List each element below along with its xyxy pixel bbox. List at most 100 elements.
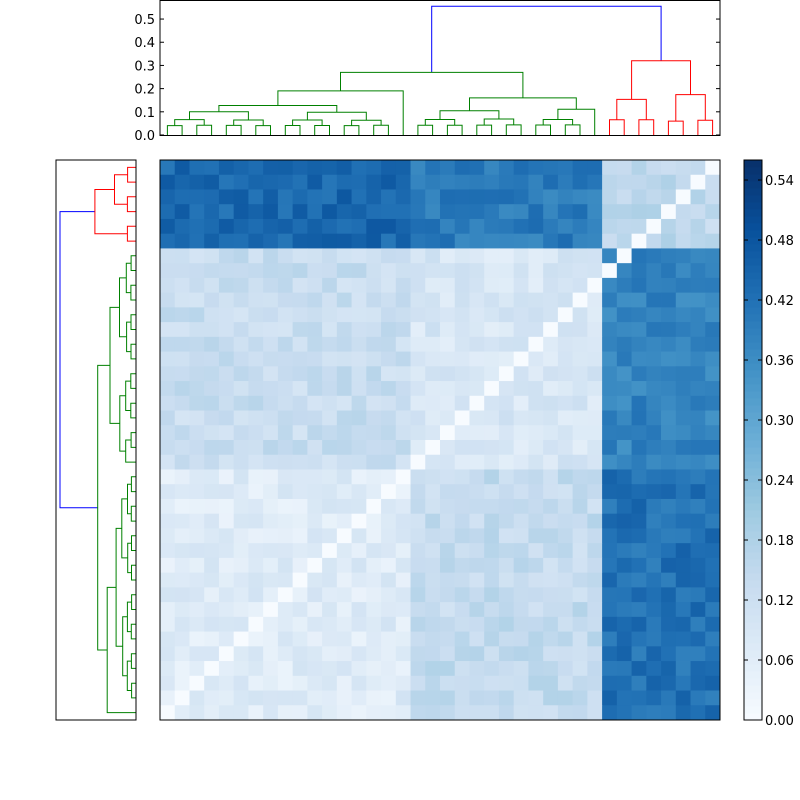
heatmap-cell [351, 602, 367, 618]
heatmap-cell [189, 631, 205, 647]
heatmap-cell [543, 469, 559, 485]
heatmap-cell [543, 498, 559, 515]
heatmap-cell [631, 587, 647, 603]
dendrogram-link [609, 119, 625, 135]
heatmap-cell [705, 307, 721, 323]
colorbar-segment [744, 349, 762, 357]
heatmap-cell [587, 381, 603, 397]
heatmap-cell [602, 454, 618, 470]
heatmap-cell [425, 174, 441, 190]
colorbar-segment [744, 636, 762, 644]
heatmap-cell [469, 557, 485, 574]
heatmap-cell [366, 646, 382, 662]
colorbar-segment [744, 615, 762, 623]
heatmap-cell [484, 454, 500, 470]
heatmap-cell [513, 292, 529, 308]
heatmap-cell [454, 174, 470, 190]
heatmap-cell [587, 557, 603, 574]
heatmap-cell [174, 661, 190, 677]
top-dendrogram-y-axis: 0.00.10.20.30.40.5 [134, 13, 720, 144]
heatmap-cell [277, 631, 294, 647]
heatmap-cell [557, 322, 574, 338]
heatmap-cell [690, 160, 706, 176]
heatmap-cell [705, 425, 721, 441]
heatmap-cell [616, 454, 632, 470]
heatmap-cell [366, 616, 382, 632]
heatmap-cell [484, 277, 500, 294]
heatmap-cell [395, 189, 411, 205]
heatmap-cell [616, 690, 632, 706]
dendrogram-link [306, 111, 367, 121]
heatmap-cell [351, 675, 367, 691]
colorbar-segment [744, 314, 762, 322]
heatmap-cell [248, 498, 264, 515]
heatmap-cell [174, 616, 190, 632]
heatmap-cell [616, 484, 632, 500]
heatmap-cell [381, 705, 397, 721]
heatmap-cell [366, 484, 382, 500]
heatmap-cell [189, 351, 205, 367]
heatmap-cell [690, 454, 706, 470]
heatmap-cell [395, 395, 411, 411]
heatmap-cell [425, 646, 441, 662]
heatmap-cell [469, 616, 485, 632]
heatmap-cell [440, 484, 456, 500]
heatmap-cell [366, 174, 382, 190]
heatmap-cell [602, 410, 618, 426]
heatmap-cell [469, 174, 485, 190]
heatmap-cell [277, 616, 294, 632]
heatmap-cell [174, 395, 190, 411]
heatmap-cell [557, 513, 574, 529]
heatmap-cell [616, 292, 632, 308]
heatmap-cell [440, 543, 456, 559]
heatmap-cell [528, 440, 544, 456]
heatmap-cell [587, 543, 603, 559]
heatmap-cell [528, 454, 544, 470]
heatmap-cell [454, 602, 470, 618]
heatmap-cell [661, 557, 677, 574]
heatmap-cell [572, 160, 588, 176]
heatmap-cell [233, 440, 249, 456]
colorbar-segment [744, 664, 762, 672]
heatmap-cell [602, 602, 618, 618]
heatmap-cell [631, 454, 647, 470]
heatmap-cell [528, 675, 544, 691]
heatmap-cell [705, 484, 721, 500]
colorbar-segment [744, 678, 762, 686]
heatmap-cell [646, 366, 662, 382]
dendrogram-link [483, 118, 515, 126]
heatmap-cell [292, 174, 308, 190]
heatmap-cell [602, 336, 618, 352]
heatmap-cell [307, 395, 323, 411]
heatmap-cell [646, 292, 662, 308]
heatmap-cell [307, 646, 323, 662]
heatmap-cell [513, 174, 529, 190]
heatmap-cell [218, 587, 235, 603]
heatmap-cell [336, 454, 352, 470]
heatmap-cell [410, 675, 426, 691]
heatmap-cell [646, 174, 662, 190]
heatmap-cell [425, 395, 441, 411]
heatmap-cell [513, 322, 529, 338]
heatmap-cell [322, 440, 338, 456]
heatmap-cell [705, 292, 721, 308]
heatmap-cell [631, 410, 647, 426]
heatmap-cell [410, 498, 426, 515]
heatmap-cell [513, 381, 529, 397]
heatmap-cell [616, 631, 632, 647]
heatmap-cell [204, 277, 220, 294]
heatmap-cell [602, 395, 618, 411]
heatmap-cell [675, 557, 691, 574]
heatmap-cell [484, 425, 500, 441]
heatmap-cell [587, 307, 603, 323]
heatmap-cell [572, 484, 588, 500]
heatmap-cell [705, 174, 721, 190]
heatmap-cell [395, 661, 411, 677]
heatmap-cell [410, 469, 426, 485]
heatmap-cell [395, 602, 411, 618]
heatmap-cell [425, 248, 441, 264]
colorbar-segment [744, 426, 762, 434]
heatmap-cell [218, 513, 235, 529]
heatmap-cell [454, 454, 470, 470]
